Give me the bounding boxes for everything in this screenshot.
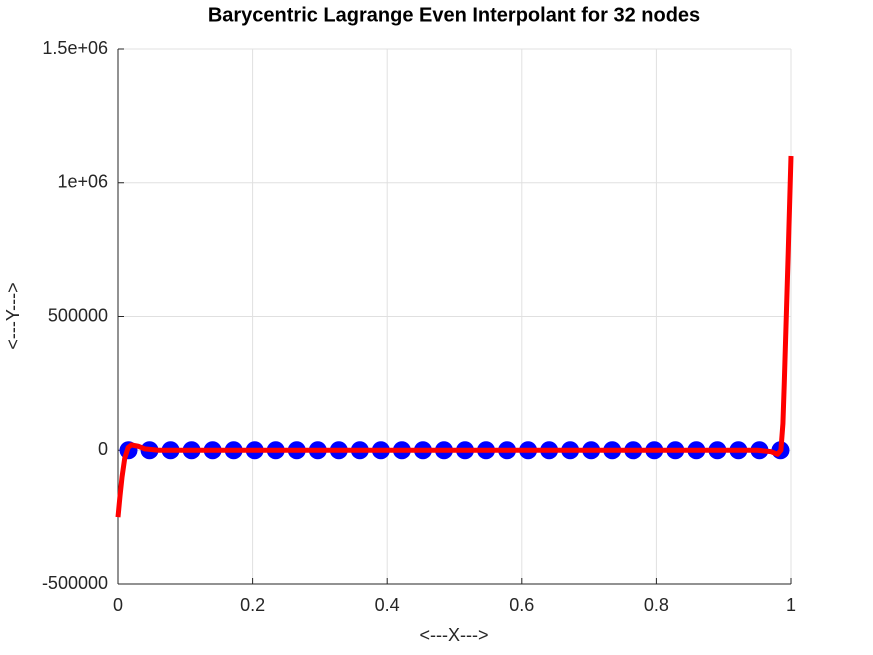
chart-title: Barycentric Lagrange Even Interpolant fo… (208, 4, 700, 26)
x-axis-label: <---X---> (420, 625, 489, 645)
y-tick-label: 0 (98, 439, 108, 459)
interpolant-line (115, 155, 794, 518)
x-tick-label: 0.4 (375, 595, 400, 615)
x-tick-label: 0.2 (240, 595, 265, 615)
y-axis-label: <---Y---> (3, 282, 23, 349)
y-tick-label: 1e+06 (57, 172, 108, 192)
x-tick-label: 0.8 (644, 595, 669, 615)
x-tick-label: 1 (786, 595, 796, 615)
x-tick-label: 0.6 (509, 595, 534, 615)
y-tick-label: 1.5e+06 (42, 38, 108, 58)
y-tick-label: -500000 (42, 573, 108, 593)
x-tick-label: 0 (113, 595, 123, 615)
y-tick-label: 500000 (48, 305, 108, 325)
